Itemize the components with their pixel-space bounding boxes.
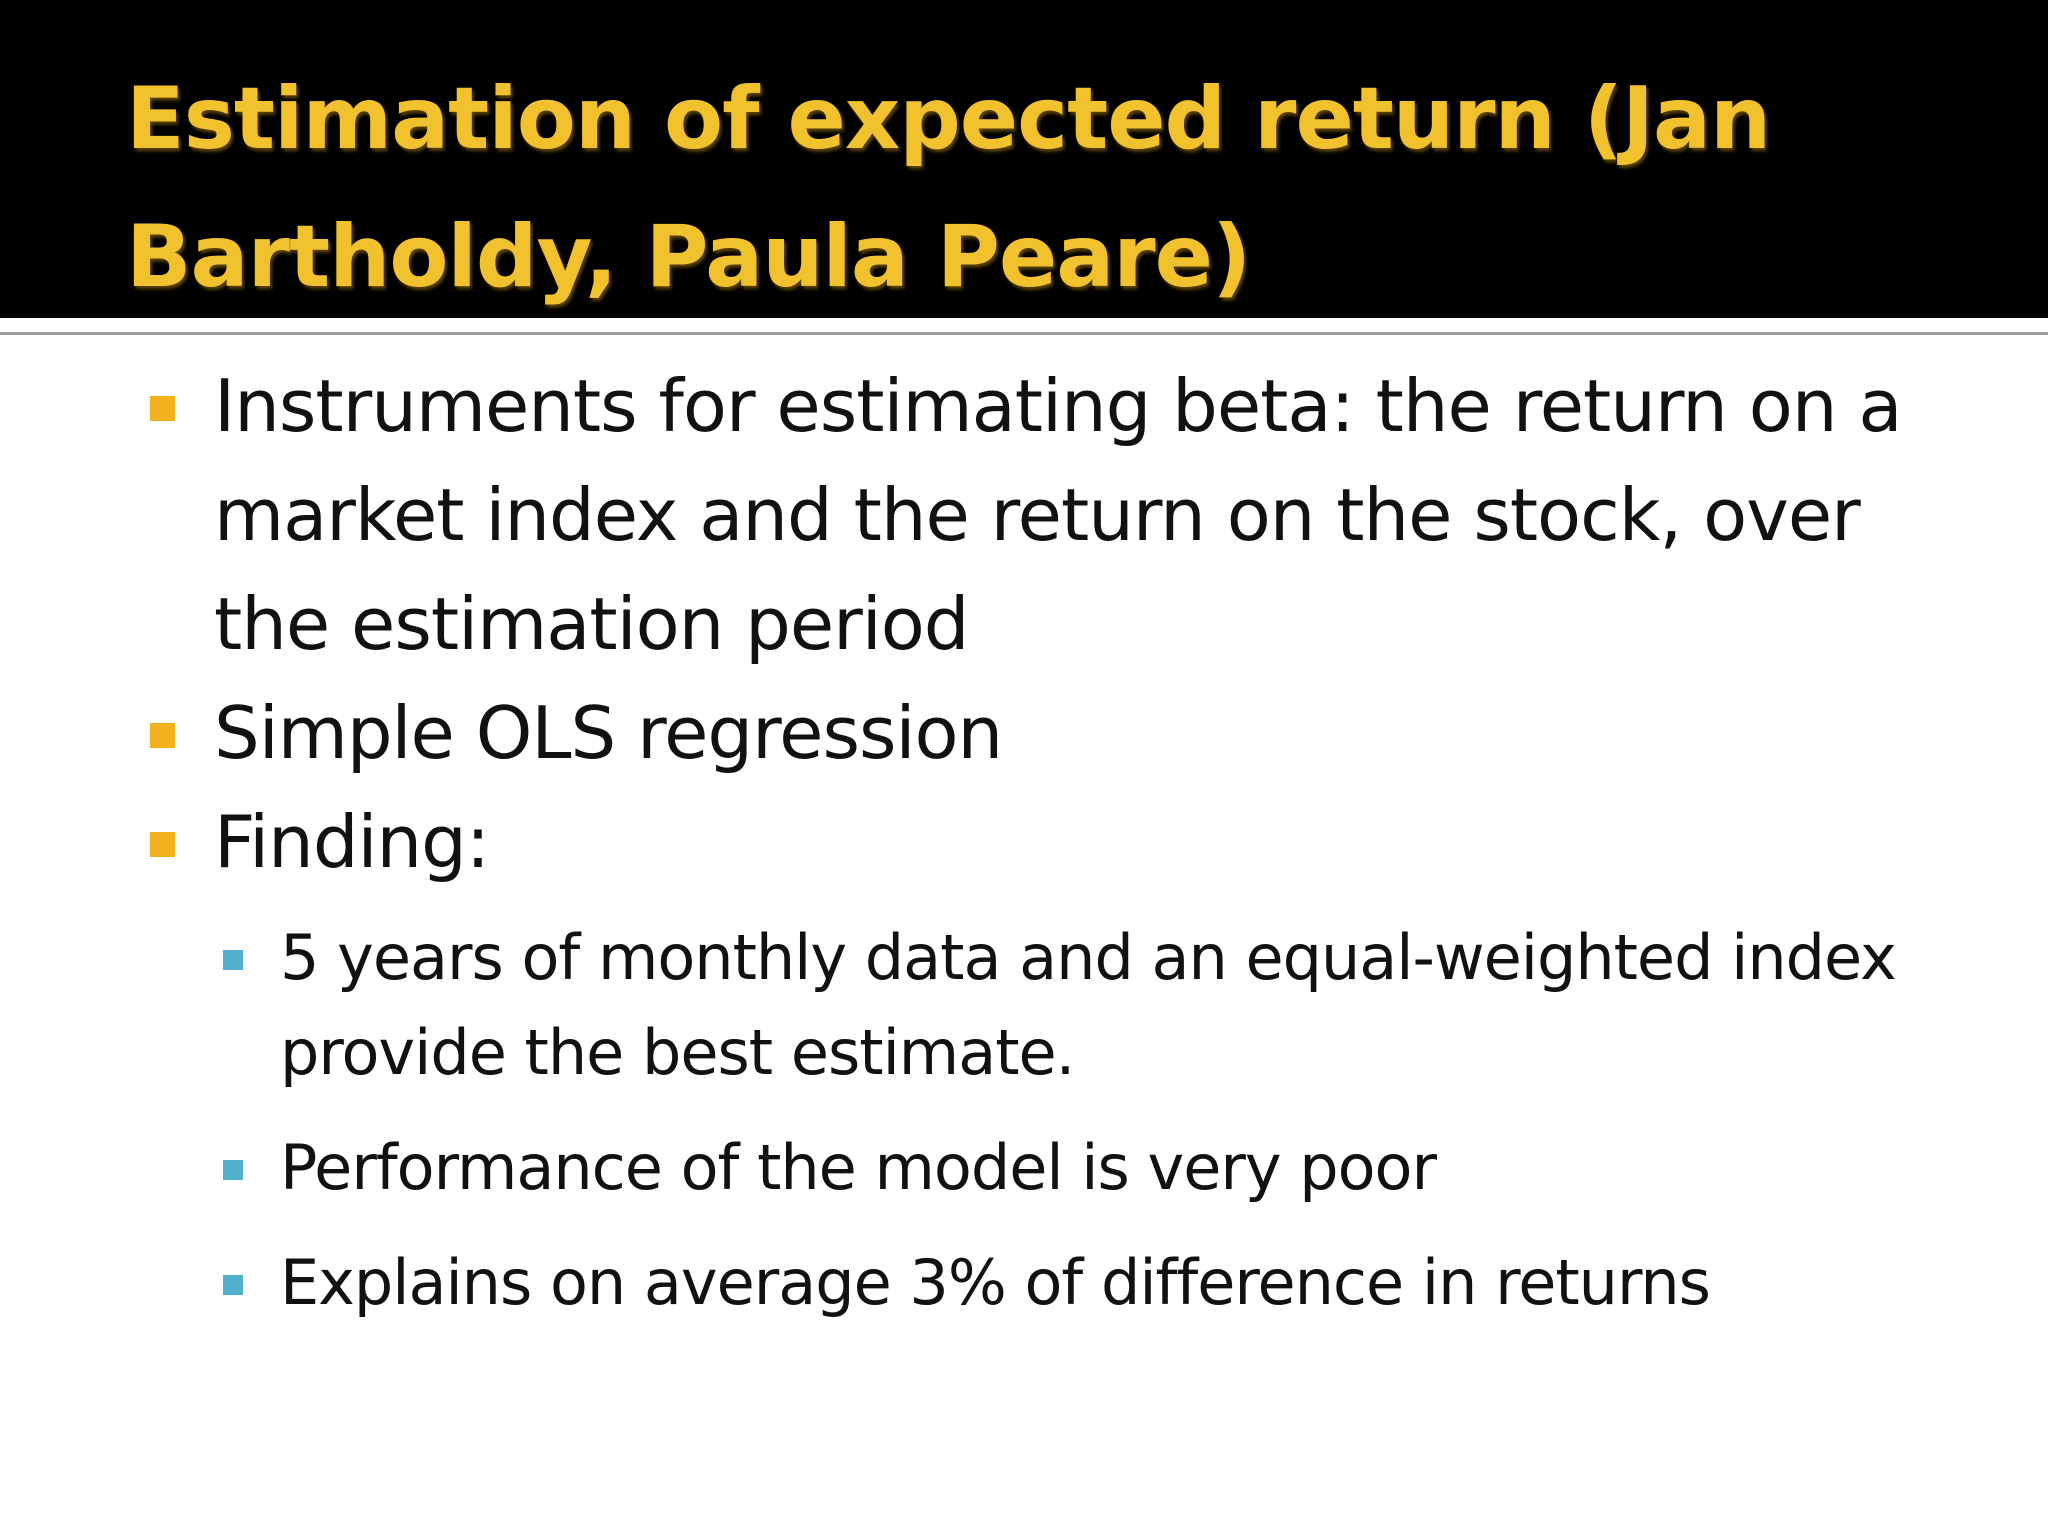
square-sub-bullet-icon — [223, 1275, 243, 1295]
slide-title: Estimation of expected return (Jan Barth… — [126, 69, 1771, 307]
bullet-item: Instruments for estimating beta: the ret… — [0, 352, 2048, 679]
bullet-text: Instruments for estimating beta: the ret… — [214, 364, 1902, 666]
bullet-text: Simple OLS regression — [214, 691, 1003, 775]
bullet-list: Instruments for estimating beta: the ret… — [0, 352, 2048, 897]
bullet-item: Simple OLS regression — [0, 679, 2048, 788]
title-bar: Estimation of expected return (Jan Barth… — [0, 0, 2048, 318]
square-sub-bullet-icon — [223, 1160, 243, 1180]
bullet-text: Finding: — [214, 800, 490, 884]
title-divider — [0, 332, 2048, 335]
sub-bullet-text: Performance of the model is very poor — [280, 1131, 1437, 1204]
sub-bullet-text: Explains on average 3% of difference in … — [280, 1246, 1711, 1319]
sub-bullet-item: Performance of the model is very poor — [0, 1120, 2048, 1215]
square-bullet-icon — [150, 723, 175, 748]
square-bullet-icon — [150, 832, 175, 857]
square-sub-bullet-icon — [223, 950, 243, 970]
sub-bullet-item: Explains on average 3% of difference in … — [0, 1235, 2048, 1330]
bullet-item: Finding: — [0, 788, 2048, 897]
square-bullet-icon — [150, 396, 175, 421]
sub-bullet-item: 5 years of monthly data and an equal-wei… — [0, 910, 2048, 1100]
sub-bullet-list: 5 years of monthly data and an equal-wei… — [0, 910, 2048, 1350]
sub-bullet-text: 5 years of monthly data and an equal-wei… — [280, 921, 1897, 1089]
